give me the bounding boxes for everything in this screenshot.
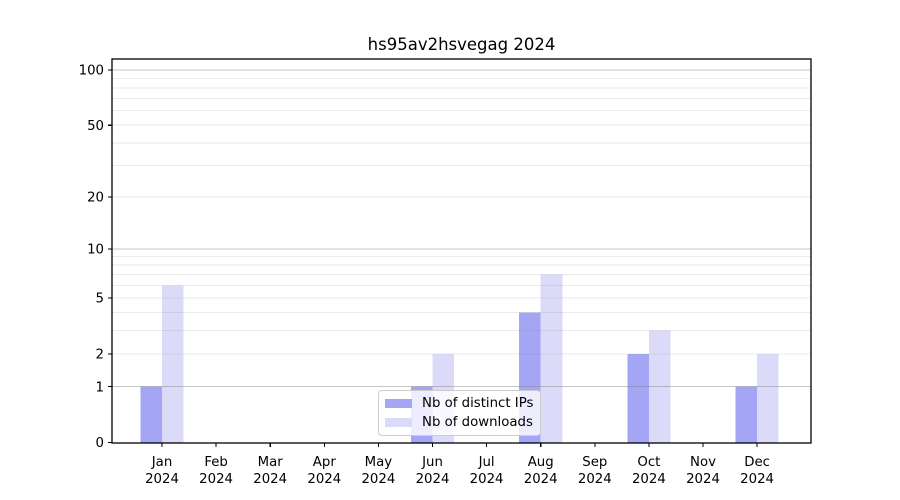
legend: Nb of distinct IPs Nb of downloads: [378, 390, 542, 436]
x-tick-label-year: 2024: [199, 472, 233, 487]
x-tick-label-year: 2024: [416, 472, 450, 487]
legend-swatch-distinct-ips: [385, 399, 412, 408]
legend-swatch-downloads: [385, 418, 412, 427]
x-tick-label-month: Jun: [421, 455, 443, 470]
y-tick-label: 1: [96, 380, 104, 395]
bar-distinct-ips-oct: [627, 353, 649, 443]
x-tick-label-year: 2024: [578, 472, 612, 487]
legend-label-downloads: Nb of downloads: [422, 415, 533, 430]
bar-downloads-oct: [648, 330, 671, 443]
x-tick-label-month: Sep: [582, 455, 607, 470]
bar-downloads-jan: [162, 285, 184, 443]
legend-entry-downloads: Nb of downloads: [385, 415, 533, 430]
x-tick-label-year: 2024: [253, 472, 287, 487]
x-tick-label-year: 2024: [524, 472, 558, 487]
legend-entry-distinct-ips: Nb of distinct IPs: [385, 396, 533, 411]
x-tick-label-year: 2024: [632, 472, 666, 487]
x-tick-label-year: 2024: [307, 472, 341, 487]
y-tick-label: 100: [79, 64, 104, 79]
bar-distinct-ips-jan: [140, 386, 162, 443]
x-tick-label-month: Mar: [258, 455, 284, 470]
y-tick-label: 20: [87, 191, 104, 206]
x-tick-label-month: Oct: [637, 455, 660, 470]
x-tick-label-month: Apr: [313, 455, 337, 470]
y-tick-label: 10: [87, 243, 104, 258]
bar-distinct-ips-dec: [735, 386, 758, 443]
x-tick-label-month: Aug: [528, 455, 554, 470]
x-tick-label-month: Dec: [744, 455, 770, 470]
chart-title: hs95av2hsvegag 2024: [367, 35, 556, 54]
x-tick-label-month: Nov: [690, 455, 716, 470]
y-tick-label: 5: [96, 292, 104, 307]
bar-downloads-aug: [540, 274, 563, 443]
legend-label-distinct-ips: Nb of distinct IPs: [422, 396, 534, 411]
x-tick-label-year: 2024: [145, 472, 179, 487]
x-tick-label-year: 2024: [470, 472, 504, 487]
y-tick-label: 50: [87, 119, 104, 134]
x-tick-label-year: 2024: [740, 472, 774, 487]
x-tick-label-month: May: [365, 455, 393, 470]
x-tick-label-year: 2024: [686, 472, 720, 487]
x-tick-label-month: Feb: [204, 455, 228, 470]
bar-downloads-dec: [757, 353, 779, 443]
x-tick-label-month: Jan: [151, 455, 173, 470]
y-tick-label: 0: [96, 436, 104, 451]
x-tick-label-month: Jul: [478, 455, 495, 470]
plot-border: [111, 58, 812, 444]
y-tick-label: 2: [96, 348, 104, 363]
x-tick-label-year: 2024: [361, 472, 395, 487]
